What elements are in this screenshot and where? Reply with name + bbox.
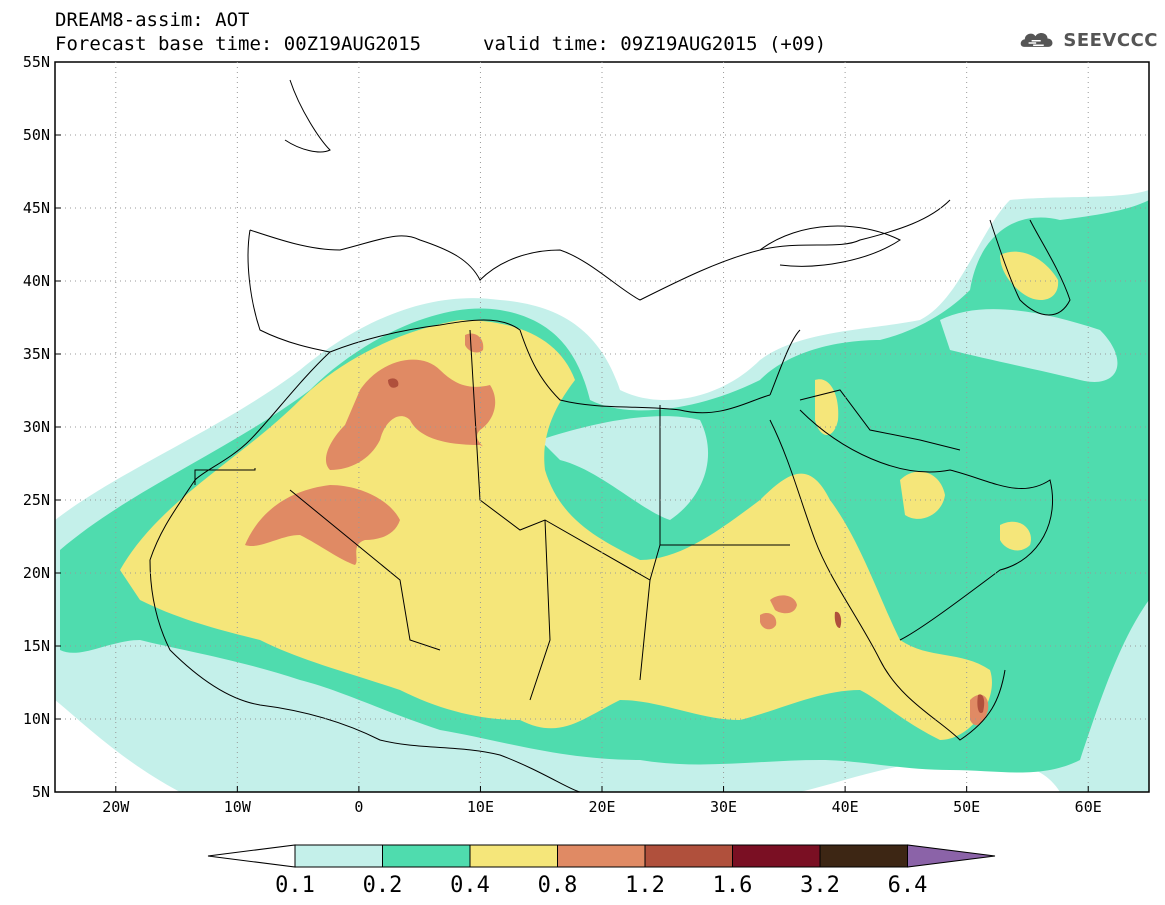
coastline-uk [284,79,331,153]
colorbar-label: 0.2 [363,873,403,898]
aot-region-0-8-sudan [760,595,797,630]
aot-region-0-8-sahara [245,485,400,565]
graticule [55,61,1149,793]
lon-label: 10E [467,798,494,816]
coastline-black-sea [759,225,901,267]
lat-label: 15N [23,637,50,655]
colorbar-low-arrow [207,844,296,868]
lat-label: 25N [23,491,50,509]
lon-label: 30E [710,798,737,816]
colorbar-swatch [644,844,733,868]
logo-text: SEEVCCC [1063,29,1158,51]
colorbar-swatch [294,844,383,868]
colorbar-label: 0.1 [275,873,315,898]
lon-label: 20W [102,798,130,816]
colorbar-label: 1.2 [625,873,665,898]
aot-region-0-4-oman [1000,521,1031,551]
border-iraq-saudi [799,389,961,451]
coastline-europe [249,199,951,301]
lat-label: 20N [23,564,50,582]
cloud-logo-icon [1020,32,1053,47]
colorbar-high-arrow [907,844,996,868]
lon-label: 10W [224,798,252,816]
map-title: DREAM8-assim: AOT [55,9,250,31]
border-mali-niger [194,468,441,651]
colorbar-swatch [732,844,821,868]
colorbar-label: 0.8 [538,873,578,898]
colorbar-swatch [557,844,646,868]
seevccc-logo: SEEVCCC [1018,24,1158,56]
aot-region-0-1-east-med [540,416,709,520]
colorbar-label: 3.2 [800,873,840,898]
border-chad-sudan [529,519,651,701]
aot-region-0-8-atlas [325,359,496,470]
coastline-med-south [329,319,771,414]
aot-region-0-4-arabia [900,471,945,519]
lat-label: 30N [23,418,50,436]
colorbar: 0.1 0.2 0.4 0.8 1.2 1.6 3.2 6.4 [207,844,996,898]
lat-label: 50N [23,126,50,144]
coastline-caspian [989,219,1071,316]
lat-label: 5N [32,783,50,801]
forecast-base-time: Forecast base time: 00Z19AUG2015 [55,33,422,55]
lat-label: 10N [23,710,50,728]
aot-region-0-4-caspian [1000,251,1059,300]
aot-region-0-4 [120,320,992,740]
lat-label: 45N [23,199,50,217]
coastlines [149,79,1071,792]
coastline-levant-red-sea [769,329,1006,741]
axis-labels: 55N 50N 45N 40N 35N 30N 25N 20N 15N 10N 5N 20W 10W 0 1… [23,53,1102,816]
coastline-arabia [799,409,1054,641]
lat-label: 55N [23,53,50,71]
lon-label: 50E [953,798,980,816]
valid-time: valid time: 09Z19AUG2015 (+09) [483,33,827,55]
lon-label: 60E [1075,798,1102,816]
colorbar-label: 0.4 [450,873,490,898]
lat-label: 35N [23,345,50,363]
aot-region-0-4-iran [815,379,839,435]
aot-region-0-1-arabia [940,309,1118,382]
colorbar-swatch [469,844,558,868]
aot-contour-field [55,190,1149,792]
colorbar-label: 1.6 [713,873,753,898]
lat-label: 40N [23,272,50,290]
border-algeria-libya [469,329,661,581]
border-egypt-sudan [659,405,790,546]
lon-label: 0 [354,798,363,816]
coastline-iberia [247,229,331,353]
aot-region-0-8-tunisia [465,333,484,353]
colorbar-swatch [819,844,908,868]
colorbar-label: 6.4 [888,873,928,898]
lon-label: 40E [832,798,859,816]
coastline-west-africa [149,351,581,792]
lon-label: 20E [588,798,615,816]
colorbar-swatch [382,844,471,868]
